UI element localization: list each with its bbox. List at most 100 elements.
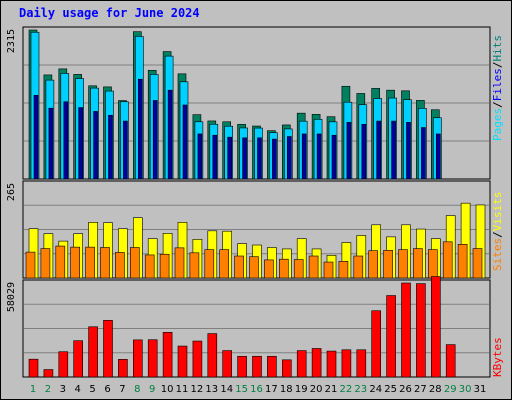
x-tick-label-20: 20 — [310, 384, 323, 395]
bar-middle-sites-26 — [398, 249, 408, 279]
bar-top-pages-13 — [212, 134, 218, 180]
bar-top-pages-19 — [301, 133, 307, 180]
x-tick-label-5: 5 — [89, 384, 95, 395]
bar-bottom-kbytes-20 — [311, 348, 322, 378]
right-label-separator: / — [491, 231, 504, 238]
x-tick-label-17: 17 — [265, 384, 278, 395]
bar-middle-sites-28 — [427, 249, 438, 279]
bar-top-pages-17 — [272, 138, 277, 180]
bar-top-pages-2 — [48, 107, 54, 180]
bar-top-pages-1 — [33, 95, 39, 180]
bar-middle-sites-1 — [25, 251, 36, 279]
bar-middle-sites-8 — [130, 247, 140, 279]
bar-top-pages-10 — [167, 89, 173, 180]
x-tick-label-2: 2 — [45, 384, 51, 395]
x-tick-label-19: 19 — [295, 384, 308, 395]
bar-bottom-kbytes-11 — [177, 345, 188, 378]
bar-bottom-kbytes-23 — [356, 349, 367, 378]
x-tick-label-9: 9 — [149, 384, 155, 395]
bar-middle-sites-23 — [353, 255, 364, 279]
bar-top-pages-15 — [242, 137, 247, 180]
x-tick-label-26: 26 — [399, 384, 412, 395]
bar-bottom-kbytes-8 — [133, 339, 143, 378]
x-tick-label-31: 31 — [474, 384, 487, 395]
bar-bottom-kbytes-27 — [416, 283, 426, 378]
bar-bottom-kbytes-19 — [296, 350, 307, 378]
max-label-top: 2315 — [6, 29, 17, 53]
bar-bottom-kbytes-21 — [326, 350, 337, 378]
x-tick-label-1: 1 — [30, 384, 36, 395]
bar-bottom-kbytes-16 — [252, 355, 262, 378]
bar-top-pages-18 — [286, 136, 292, 180]
right-label-separator: / — [491, 101, 504, 108]
bar-middle-sites-14 — [219, 249, 229, 279]
bar-bottom-kbytes-26 — [401, 282, 411, 378]
bar-bottom-kbytes-2 — [43, 369, 54, 378]
bar-bottom-kbytes-3 — [58, 351, 69, 378]
bar-middle-sites-3 — [55, 245, 66, 279]
right-label-files: Files — [491, 68, 504, 101]
right-label-separator: / — [491, 62, 504, 69]
x-tick-label-8: 8 — [134, 384, 140, 395]
x-tick-label-7: 7 — [119, 384, 125, 395]
bar-middle-sites-20 — [308, 255, 319, 279]
bar-bottom-kbytes-9 — [147, 339, 158, 378]
x-tick-label-6: 6 — [104, 384, 110, 395]
max-label-middle: 265 — [6, 183, 17, 201]
x-tick-label-18: 18 — [280, 384, 293, 395]
bar-middle-sites-12 — [189, 252, 200, 279]
bar-middle-sites-30 — [457, 244, 468, 279]
bar-middle-sites-10 — [159, 253, 170, 279]
bar-top-pages-27 — [421, 127, 426, 180]
bar-middle-sites-31 — [472, 248, 483, 279]
bar-bottom-kbytes-13 — [207, 333, 218, 378]
bar-top-pages-12 — [197, 133, 203, 180]
bar-bottom-kbytes-28 — [430, 276, 441, 378]
right-label-kbytes: KBytes — [491, 337, 504, 377]
bar-middle-sites-25 — [383, 250, 393, 279]
bar-bottom-kbytes-14 — [222, 350, 232, 378]
bar-middle-sites-15 — [234, 255, 244, 279]
bar-bottom-kbytes-5 — [88, 326, 98, 378]
x-tick-label-30: 30 — [459, 384, 472, 395]
bar-top-pages-24 — [376, 120, 382, 180]
x-tick-label-22: 22 — [340, 384, 353, 395]
bar-bottom-kbytes-25 — [386, 295, 396, 378]
max-label-bottom: 58029 — [6, 282, 17, 312]
bar-top-pages-16 — [257, 137, 262, 180]
x-tick-label-29: 29 — [444, 384, 457, 395]
bar-top-pages-21 — [331, 134, 337, 180]
bar-bottom-kbytes-6 — [103, 320, 113, 378]
x-tick-label-14: 14 — [220, 384, 233, 395]
bar-middle-sites-16 — [249, 256, 259, 279]
bar-top-pages-11 — [182, 104, 188, 180]
x-tick-label-21: 21 — [325, 384, 338, 395]
bar-middle-sites-2 — [40, 248, 51, 279]
bar-top-pages-3 — [63, 101, 69, 180]
bar-top-pages-25 — [391, 120, 396, 180]
x-tick-label-3: 3 — [60, 384, 66, 395]
bar-top-pages-26 — [406, 122, 411, 180]
bar-middle-sites-29 — [442, 241, 453, 279]
bar-top-pages-22 — [346, 122, 352, 180]
right-label-bottom: KBytes — [491, 337, 504, 377]
bar-bottom-kbytes-1 — [28, 358, 39, 378]
x-tick-label-23: 23 — [354, 384, 367, 395]
right-label-top: Pages/Files/Hits — [491, 35, 504, 141]
bar-middle-sites-9 — [144, 254, 155, 279]
bar-bottom-kbytes-15 — [237, 355, 247, 378]
x-tick-label-4: 4 — [75, 384, 81, 395]
bar-top-pages-14 — [227, 136, 232, 180]
bar-middle-sites-19 — [293, 259, 304, 279]
bar-bottom-kbytes-10 — [162, 331, 173, 378]
bar-bottom-kbytes-24 — [371, 310, 382, 378]
bar-bottom-kbytes-22 — [341, 349, 352, 378]
bar-middle-sites-11 — [174, 247, 185, 279]
bar-middle-sites-27 — [413, 248, 423, 279]
bar-middle-sites-5 — [85, 246, 95, 279]
right-label-hits: Hits — [491, 35, 504, 62]
bar-bottom-kbytes-18 — [281, 359, 292, 378]
bar-top-pages-9 — [152, 100, 158, 180]
x-tick-label-27: 27 — [414, 384, 427, 395]
